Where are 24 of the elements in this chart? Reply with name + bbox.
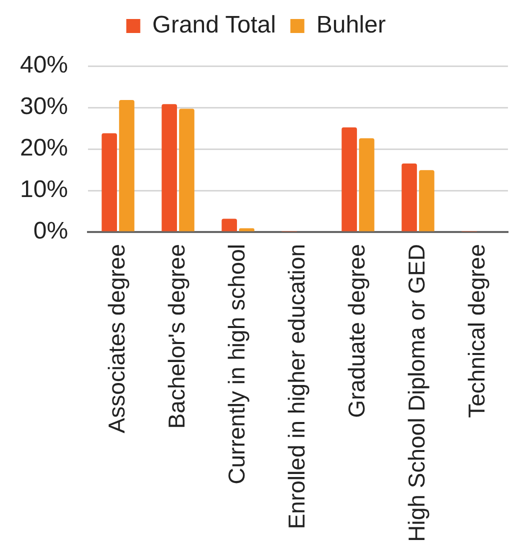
y-tick-label: 40%	[20, 52, 68, 79]
bar	[359, 138, 374, 232]
x-tick-label: High School Diploma or GED	[403, 244, 430, 542]
legend-label: Grand Total	[152, 12, 276, 39]
bar	[102, 133, 117, 232]
legend-label: Buhler	[316, 12, 386, 39]
x-tick-label: Associates degree	[103, 244, 130, 434]
x-tick-label: Bachelor's degree	[163, 244, 190, 429]
y-tick-label: 10%	[20, 176, 68, 204]
bar	[402, 164, 417, 232]
x-tick-label: Graduate degree	[343, 244, 370, 418]
bar	[419, 170, 434, 232]
x-tick-label: Enrolled in higher education	[283, 244, 310, 530]
y-tick-label: 20%	[20, 134, 68, 162]
y-tick-label: 0%	[33, 218, 68, 245]
y-tick-label: 30%	[20, 93, 68, 120]
bar	[119, 100, 134, 232]
bar	[239, 228, 254, 232]
bar	[222, 218, 237, 232]
bar	[179, 108, 194, 232]
x-tick-label: Technical degree	[463, 244, 490, 418]
x-tick-label: Currently in high school	[223, 244, 250, 484]
bar	[162, 104, 177, 232]
bar	[342, 127, 357, 232]
